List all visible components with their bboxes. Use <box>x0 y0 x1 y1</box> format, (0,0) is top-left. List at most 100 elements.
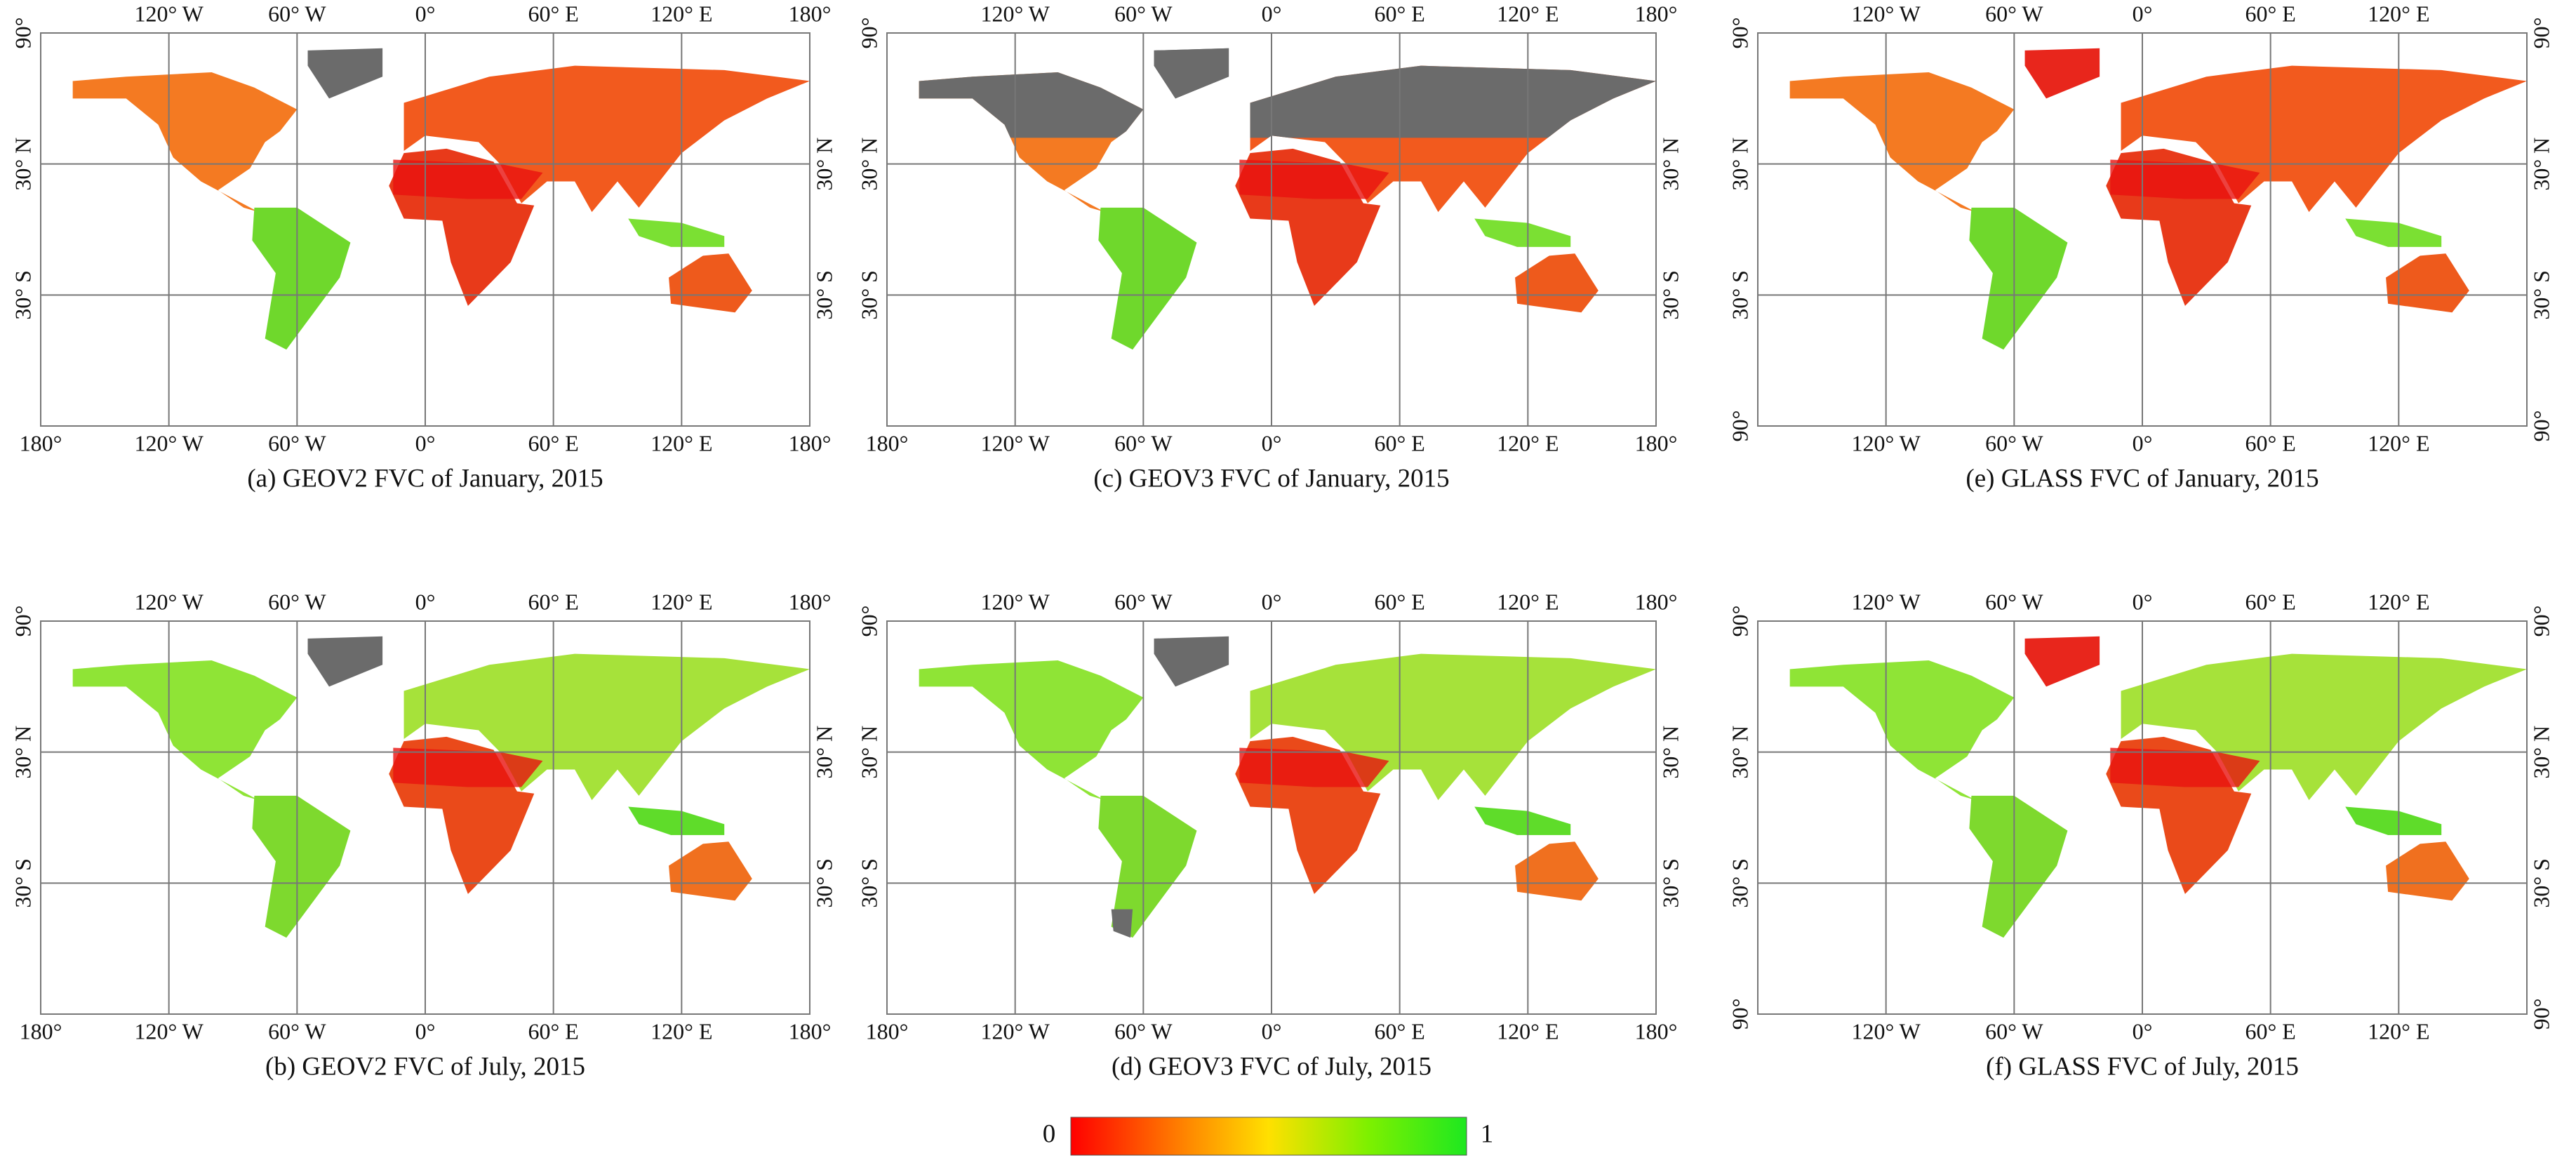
top-label: 120° W <box>134 589 203 614</box>
bottom-label: 60° E <box>2245 430 2295 455</box>
bottom-label: 180° <box>20 430 62 455</box>
side-label: 90° <box>2528 18 2554 49</box>
side-label: 30° N <box>1657 138 1683 191</box>
top-label: 0° <box>2133 1 2153 26</box>
bottom-label: 0° <box>415 430 436 455</box>
map-panel: 120° W 60° W 0° 60° E 120° E 180° 180° 120° W 60… <box>10 1 836 493</box>
top-label: 120° W <box>980 1 1050 26</box>
top-label: 120° E <box>1497 1 1559 26</box>
side-label: 90° <box>1727 18 1752 49</box>
caption: (b) GEOV2 FVC of July, 2015 <box>265 1052 585 1081</box>
top-label: 60° E <box>2245 589 2295 614</box>
side-label: 30° N <box>1727 138 1752 191</box>
bottom-label: 180° <box>789 430 832 455</box>
side-label: 90° <box>1727 999 1752 1030</box>
landmass <box>307 636 383 687</box>
landmass <box>403 653 810 801</box>
top-label: 60° E <box>528 589 578 614</box>
bottom-label: 120° E <box>650 1018 712 1044</box>
side-label: 90° <box>10 18 35 49</box>
bottom-label: 120° E <box>650 430 712 455</box>
top-label: 120° W <box>1851 589 1921 614</box>
bottom-label: 60° W <box>1114 1018 1173 1044</box>
side-label: 30° S <box>1657 270 1683 320</box>
bottom-label: 180° <box>20 1018 62 1044</box>
side-label: 30° S <box>2528 858 2554 908</box>
top-label: 60° W <box>1114 1 1173 26</box>
landmass <box>1789 72 2015 213</box>
map-panel: 120° W 60° W 0° 60° E 120° E 180° 180° 120° W 60… <box>856 1 1683 493</box>
landmass <box>252 795 351 938</box>
bottom-label: 60° E <box>528 430 578 455</box>
no-data-area <box>1111 909 1133 938</box>
top-label: 60° E <box>1374 589 1424 614</box>
bottom-label: 120° W <box>1851 1018 1921 1044</box>
landmass <box>1474 806 1571 835</box>
bottom-label: 120° E <box>1497 1018 1559 1044</box>
landmass <box>2024 636 2100 687</box>
landmass <box>403 65 810 213</box>
landmass <box>72 660 298 801</box>
side-label: 90° <box>10 606 35 637</box>
landmass <box>669 841 752 901</box>
landmass <box>2386 841 2469 901</box>
side-label: 30° N <box>10 138 35 191</box>
landmass <box>669 253 752 313</box>
colorbar <box>1070 1117 1467 1156</box>
top-label: 120° E <box>1497 589 1559 614</box>
side-label: 30° N <box>856 726 881 779</box>
side-label: 30° N <box>10 726 35 779</box>
landmass <box>1098 795 1197 938</box>
map-frame <box>1757 620 2528 1015</box>
top-label: 0° <box>415 1 436 26</box>
bottom-label: 60° E <box>2245 1018 2295 1044</box>
landmass <box>1474 218 1571 247</box>
side-label: 30° S <box>811 270 836 320</box>
bottom-label: 180° <box>1635 1018 1678 1044</box>
bottom-label: 180° <box>1635 430 1678 455</box>
top-label: 120° W <box>980 589 1050 614</box>
bottom-label: 120° E <box>2368 430 2429 455</box>
bottom-label: 0° <box>2133 1018 2153 1044</box>
top-label: 0° <box>1262 589 1282 614</box>
top-label: 120° E <box>650 589 712 614</box>
bottom-label: 120° E <box>2368 1018 2429 1044</box>
caption: (f) GLASS FVC of July, 2015 <box>1986 1052 2299 1081</box>
top-label: 60° E <box>528 1 578 26</box>
landmass <box>1098 207 1197 350</box>
bottom-label: 0° <box>2133 430 2153 455</box>
top-label: 0° <box>2133 589 2153 614</box>
desert <box>1239 747 1389 787</box>
landmass <box>2121 65 2527 213</box>
landmass <box>1515 841 1599 901</box>
top-label: 60° E <box>1374 1 1424 26</box>
bottom-label: 60° W <box>1985 430 2043 455</box>
colorbar-max: 1 <box>1481 1119 1494 1148</box>
top-label: 60° W <box>268 589 326 614</box>
top-label: 0° <box>1262 1 1282 26</box>
landmass <box>2121 653 2527 801</box>
bottom-label: 0° <box>415 1018 436 1044</box>
top-label: 120° W <box>134 1 203 26</box>
landmass <box>1789 660 2015 801</box>
map-frame <box>40 32 810 427</box>
side-label: 90° <box>2528 411 2554 442</box>
caption: (e) GLASS FVC of January, 2015 <box>1966 464 2318 493</box>
landmass <box>628 218 725 247</box>
bottom-label: 60° E <box>1374 1018 1424 1044</box>
caption: (d) GEOV3 FVC of July, 2015 <box>1112 1052 1432 1081</box>
bottom-label: 0° <box>1262 1018 1282 1044</box>
landmass <box>2024 48 2100 99</box>
bottom-label: 120° E <box>1497 430 1559 455</box>
side-label: 30° S <box>1657 858 1683 908</box>
desert <box>2110 747 2260 787</box>
bottom-label: 120° W <box>980 1018 1050 1044</box>
top-label: 120° E <box>2368 589 2429 614</box>
landmass <box>2386 253 2469 313</box>
bottom-label: 120° W <box>980 430 1050 455</box>
desert <box>2110 159 2260 199</box>
landmass <box>1515 253 1599 313</box>
side-label: 30° N <box>856 138 881 191</box>
